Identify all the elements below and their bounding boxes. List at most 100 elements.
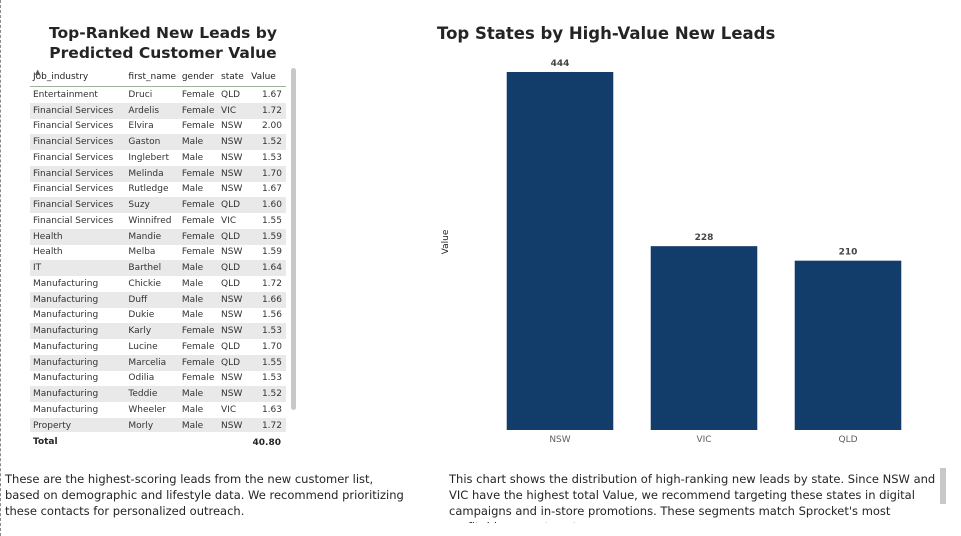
state-bar-chart[interactable]: Value 444 NSW 228 VIC 210 QLD [430,52,950,452]
cell-gender: Female [178,165,219,182]
sort-ascending-icon: ▲ [35,68,41,76]
chart-title: Top States by High-Value New Leads [437,24,776,43]
table-row[interactable]: Entertainment Druci Female QLD 1.67 [30,87,286,103]
table-row[interactable]: Financial Services Rutledge Male NSW 1.67 [30,182,286,198]
cell-job-industry: Manufacturing [33,310,99,321]
cell-gender: Male [181,278,204,289]
cell-job-industry: Manufacturing [33,404,99,415]
cell-job-industry: Financial Services [33,215,114,226]
cell-gender: Male [181,310,204,321]
table-row[interactable]: Manufacturing Teddie Male NSW 1.52 [30,386,286,402]
cell-job-industry: Manufacturing [33,373,99,384]
total-value: 40.80 [252,438,281,448]
cell-state: VIC [221,404,237,415]
y-axis-label: Value [441,229,451,254]
table-total-row: Total 40.80 [30,434,286,464]
cell-gender: Male [181,152,204,163]
cell-gender: Male [181,184,204,195]
data-label-qld: 210 [839,248,858,258]
table-row[interactable]: Financial Services Ardelis Female VIC 1.72 [30,102,286,119]
cell-value: 1.66 [248,291,286,308]
cell-state: QLD [221,278,241,289]
table-row[interactable]: Financial Services Winnifred Female VIC 1.55 [30,213,286,229]
cell-job-industry: Financial Services [33,152,114,163]
table-row[interactable]: Financial Services Inglebert Male NSW 1.53 [30,150,286,166]
column-header-state[interactable]: state [218,68,249,87]
table-row[interactable]: Manufacturing Marcelia Female QLD 1.55 [30,354,286,371]
cell-gender: Female [181,373,215,384]
cell-state: QLD [218,354,249,371]
cell-job-industry: IT [30,260,126,276]
x-tick-label-nsw: NSW [549,435,570,445]
table-row[interactable]: Health Mandie Female QLD 1.59 [30,228,286,245]
table-description: These are the highest-scoring leads from… [5,472,404,518]
bar-vic[interactable] [650,246,758,430]
table-body: Entertainment Druci Female QLD 1.67 Financial… [30,87,286,432]
column-header-gender[interactable]: gender [178,68,219,87]
cell-state: NSW [221,152,243,163]
cell-job-industry: Property [30,417,126,432]
table-row[interactable]: Manufacturing Dukie Male NSW 1.56 [30,308,286,324]
cell-gender: Male [178,417,219,432]
table-row[interactable]: Manufacturing Karly Female NSW 1.53 [30,323,286,339]
cell-gender: Male [178,134,219,150]
table-scrollbar[interactable] [291,68,296,410]
cell-first-name: Ardelis [125,102,179,119]
table-row[interactable]: Manufacturing Lucine Female QLD 1.70 [30,339,286,355]
cell-job-industry: Financial Services [30,102,126,119]
cell-value: 1.53 [248,323,286,339]
cell-state: NSW [218,323,249,339]
cell-state: NSW [218,134,249,150]
table-row[interactable]: Manufacturing Wheeler Male VIC 1.63 [30,402,286,418]
table-row[interactable]: Financial Services Elvira Female NSW 2.00 [30,119,286,135]
cell-first-name: Marcelia [125,354,179,371]
cell-first-name: Inglebert [128,152,169,163]
data-label-vic: 228 [695,233,714,243]
cell-value: 1.63 [261,404,282,415]
table-row[interactable]: Health Melba Female NSW 1.59 [30,245,286,261]
cell-state: QLD [218,260,249,276]
table-row[interactable]: Manufacturing Duff Male NSW 1.66 [30,291,286,308]
cell-gender: Female [178,228,219,245]
cell-first-name: Chickie [128,278,162,289]
cell-first-name: Mandie [125,228,179,245]
column-header-job-industry[interactable]: ▲ Job_industry [30,68,126,87]
cell-state: VIC [221,215,237,226]
column-header-value[interactable]: Value [248,68,286,87]
cell-job-industry: Manufacturing [33,341,99,352]
table-row[interactable]: Property Morly Male NSW 1.72 [30,417,286,432]
cell-job-industry: Manufacturing [30,323,126,339]
chart-description: This chart shows the distribution of hig… [449,472,936,523]
cell-state: NSW [221,310,243,321]
cell-value: 1.59 [261,247,282,258]
table-row[interactable]: Financial Services Suzy Female QLD 1.60 [30,197,286,213]
column-header-first-name[interactable]: first_name [125,68,179,87]
cell-gender: Female [178,323,219,339]
cell-value: 1.72 [248,102,286,119]
leads-table[interactable]: ▲ Job_industry first_name gender state V… [30,68,286,432]
cell-first-name: Melba [128,247,156,258]
cell-value: 1.70 [261,341,282,352]
bar-nsw[interactable] [506,72,614,430]
description-scrollbar[interactable] [940,468,946,504]
table-row[interactable]: Financial Services Gaston Male NSW 1.52 [30,134,286,150]
table-row[interactable]: Financial Services Melinda Female NSW 1.70 [30,165,286,182]
cell-first-name: Karly [125,323,179,339]
cell-gender: Female [181,121,215,132]
cell-gender: Female [181,215,215,226]
cell-gender: Female [181,89,215,100]
cell-gender: Male [181,404,204,415]
cell-value: 1.67 [261,89,282,100]
cell-first-name: Suzy [125,197,179,213]
cell-first-name: Wheeler [128,404,166,415]
table-row[interactable]: Manufacturing Chickie Male QLD 1.72 [30,276,286,292]
cell-value: 1.53 [261,152,282,163]
cell-value: 1.72 [248,417,286,432]
cell-state: QLD [218,197,249,213]
table-row[interactable]: Manufacturing Odilia Female NSW 1.53 [30,371,286,387]
bar-qld[interactable] [794,260,902,430]
cell-first-name: Gaston [125,134,179,150]
table-row[interactable]: IT Barthel Male QLD 1.64 [30,260,286,276]
cell-first-name: Druci [128,89,153,100]
cell-value: 1.64 [248,260,286,276]
